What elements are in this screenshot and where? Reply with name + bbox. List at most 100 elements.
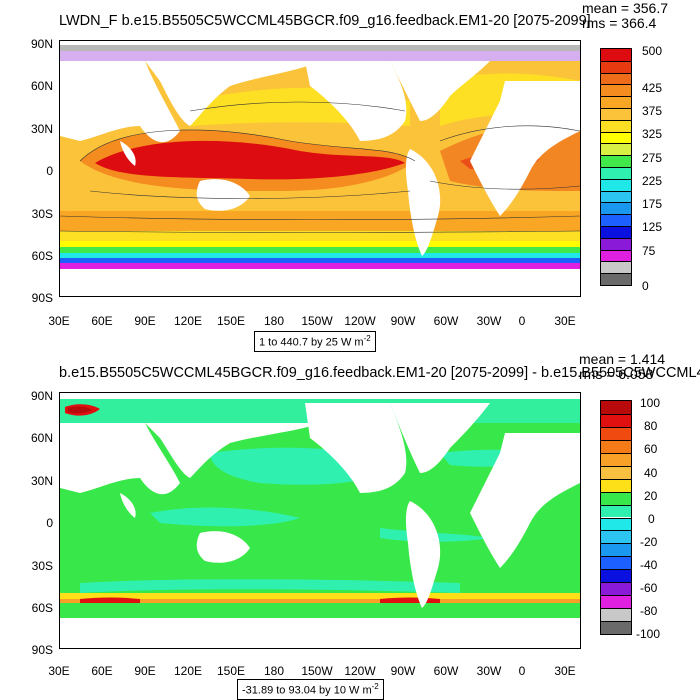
bottom-colorbar-swatch [601, 621, 631, 634]
top-map-field [60, 41, 580, 296]
bottom-y-tick-eq: 0 [46, 516, 53, 530]
bottom-y-tick-30s: 30S [31, 559, 53, 573]
bottom-colorbar-swatch [601, 517, 631, 531]
bottom-x-tick-30w: 30W [476, 664, 502, 678]
bottom-x-tick-180: 180 [263, 664, 285, 678]
top-rms-stat: rms = 366.4 [582, 15, 657, 31]
top-colorbar-swatch [601, 167, 631, 179]
bottom-map-field [60, 393, 580, 648]
bottom-colorbar-swatch [601, 426, 631, 440]
top-x-tick-30e: 30E [48, 314, 70, 328]
top-colorbar-swatch [601, 143, 631, 156]
top-y-tick-eq: 0 [46, 164, 53, 178]
top-colorbar-swatch [601, 226, 631, 238]
bottom-colorbar-swatch [601, 595, 631, 609]
top-x-tick-60w: 60W [433, 314, 459, 328]
bottom-colorbar-swatch [601, 491, 631, 505]
top-colorbar-swatch [601, 178, 631, 191]
bottom-legend-label-40: 40 [644, 466, 658, 480]
top-colorbar-swatch [601, 131, 631, 144]
top-x-tick-30w: 30W [476, 314, 502, 328]
top-colorbar [600, 48, 632, 286]
top-colorbar-swatch [601, 237, 631, 250]
bottom-colorbar-swatch [601, 413, 631, 427]
top-x-tick-30e-end: 30E [554, 314, 576, 328]
bottom-x-tick-0: 0 [518, 664, 526, 678]
bottom-colorbar-swatch [601, 439, 631, 453]
top-legend-label-0: 0 [642, 279, 649, 293]
bottom-colorbar [600, 400, 632, 635]
bottom-x-tick-30e-end: 30E [554, 664, 576, 678]
top-x-tick-180: 180 [263, 314, 285, 328]
bottom-colorbar-swatch [601, 556, 631, 570]
top-colorbar-swatch [601, 249, 631, 262]
top-range-text: 1 to 440.7 by 25 W m [259, 336, 364, 349]
top-legend-label-500: 500 [642, 44, 663, 58]
bottom-colorbar-swatch [601, 401, 631, 414]
bottom-legend-label-100: 100 [640, 396, 661, 410]
top-range-exponent: -2 [363, 334, 371, 343]
bottom-rms-stat: rms = 6.058 [579, 366, 654, 382]
top-map-frame [59, 40, 581, 297]
top-x-tick-0: 0 [518, 314, 526, 328]
top-x-tick-90w: 90W [390, 314, 416, 328]
bottom-contour-range-label: -31.89 to 93.04 by 10 W m-2 [237, 679, 384, 700]
bottom-legend-label-20: 20 [644, 489, 658, 503]
bottom-x-tick-90e: 90E [134, 664, 156, 678]
top-colorbar-swatch [601, 96, 631, 108]
top-colorbar-swatch [601, 60, 631, 73]
bottom-x-tick-60w: 60W [433, 664, 459, 678]
top-y-tick-60s: 60S [31, 249, 53, 263]
top-colorbar-swatch [601, 190, 631, 203]
top-mean-stat: mean = 356.7 [582, 0, 669, 16]
bottom-legend-label-neg20: -20 [640, 535, 658, 549]
bottom-y-tick-60s: 60S [31, 601, 53, 615]
bottom-legend-label-neg80: -80 [640, 604, 658, 618]
top-legend-label-175: 175 [642, 197, 663, 211]
bottom-legend-label-60: 60 [644, 442, 658, 456]
top-legend-label-75: 75 [642, 244, 656, 258]
bottom-x-tick-120e: 120E [173, 664, 203, 678]
top-x-tick-120e: 120E [173, 314, 203, 328]
top-y-tick-30s: 30S [31, 207, 53, 221]
top-colorbar-swatch [601, 202, 631, 215]
top-colorbar-swatch [601, 155, 631, 167]
top-colorbar-swatch [601, 72, 631, 85]
bottom-range-exponent: -2 [371, 682, 379, 691]
bottom-colorbar-swatch [601, 452, 631, 466]
bottom-y-tick-30n: 30N [30, 474, 53, 488]
bottom-colorbar-swatch [601, 569, 631, 583]
top-x-tick-90e: 90E [134, 314, 156, 328]
bottom-x-tick-60e: 60E [91, 664, 113, 678]
top-legend-label-275: 275 [642, 151, 663, 165]
bottom-colorbar-swatch [601, 582, 631, 596]
top-legend-label-425: 425 [642, 81, 663, 95]
bottom-colorbar-swatch [601, 465, 631, 479]
top-y-tick-90s: 90S [31, 291, 53, 305]
bottom-y-tick-90s: 90S [31, 643, 53, 657]
top-colorbar-swatch [601, 273, 631, 285]
top-map-title: LWDN_F b.e15.B5505C5WCCML45BGCR.f09_g16.… [59, 13, 591, 29]
top-x-tick-120w: 120W [344, 314, 376, 328]
top-colorbar-swatch [601, 49, 631, 61]
bottom-map-title: b.e15.B5505C5WCCML45BGCR.f09_g16.feedbac… [59, 365, 700, 381]
bottom-legend-label-0: 0 [648, 512, 655, 526]
bottom-colorbar-swatch [601, 504, 631, 518]
top-colorbar-swatch [601, 261, 631, 274]
top-colorbar-swatch [601, 119, 631, 132]
bottom-map-frame [59, 392, 581, 649]
bottom-legend-label-neg40: -40 [640, 558, 658, 572]
top-y-tick-90n: 90N [30, 37, 53, 51]
bottom-colorbar-swatch [601, 608, 631, 622]
bottom-legend-label-80: 80 [644, 419, 658, 433]
top-x-tick-150w: 150W [301, 314, 333, 328]
bottom-range-text: -31.89 to 93.04 by 10 W m [242, 684, 372, 697]
bottom-mean-stat: mean = 1.414 [579, 351, 666, 367]
top-legend-label-375: 375 [642, 104, 663, 118]
bottom-colorbar-swatch [601, 530, 631, 544]
bottom-x-tick-90w: 90W [390, 664, 416, 678]
top-legend-label-325: 325 [642, 127, 663, 141]
top-x-tick-60e: 60E [91, 314, 113, 328]
top-colorbar-swatch [601, 214, 631, 226]
bottom-colorbar-swatch [601, 543, 631, 557]
